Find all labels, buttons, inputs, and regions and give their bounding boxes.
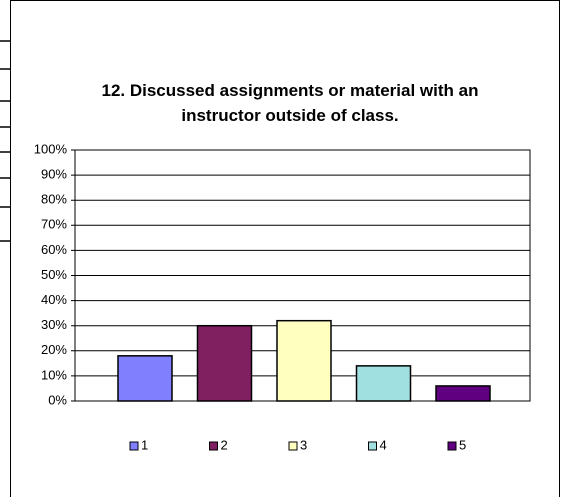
bar bbox=[117, 355, 173, 402]
chart-frame bbox=[10, 0, 560, 497]
y-tick-label: 10% bbox=[41, 367, 67, 382]
legend-swatch bbox=[368, 441, 377, 451]
y-tick-label: 90% bbox=[41, 167, 67, 182]
y-tick-label: 50% bbox=[41, 267, 67, 282]
legend-label: 3 bbox=[300, 437, 307, 452]
legend-label: 4 bbox=[380, 437, 387, 452]
bar bbox=[355, 365, 412, 402]
y-tick-label: 30% bbox=[41, 317, 67, 332]
bar bbox=[435, 385, 491, 402]
bar bbox=[276, 319, 332, 402]
y-tick-label: 80% bbox=[41, 192, 67, 207]
legend-label: 5 bbox=[459, 437, 466, 452]
y-tick-label: 100% bbox=[34, 141, 68, 156]
legend-swatch bbox=[209, 441, 218, 451]
legend-label: 2 bbox=[221, 437, 228, 452]
chart-title: 12. Discussed assignments or material wi… bbox=[101, 81, 479, 125]
legend-swatch bbox=[129, 441, 139, 451]
y-tick-label: 20% bbox=[41, 342, 67, 357]
sheet-lines bbox=[0, 40, 10, 242]
legend-swatch bbox=[288, 441, 298, 451]
y-tick-label: 60% bbox=[41, 242, 67, 257]
legend-swatch bbox=[447, 441, 457, 451]
legend-label: 1 bbox=[141, 437, 148, 452]
y-tick-label: 0% bbox=[48, 392, 67, 407]
y-tick-label: 40% bbox=[41, 292, 67, 307]
y-tick-label: 70% bbox=[41, 217, 67, 232]
bar bbox=[196, 324, 253, 402]
